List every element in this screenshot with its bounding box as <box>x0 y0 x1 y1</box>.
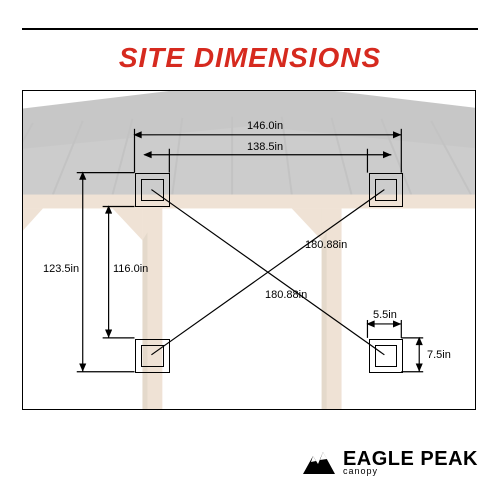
dim-post-width: 5.5in <box>373 309 397 321</box>
post-bottom-right <box>369 339 403 373</box>
post-inner <box>375 179 397 201</box>
post-inner <box>141 345 164 367</box>
dim-left-outer: 123.5in <box>43 263 79 275</box>
dimension-diagram <box>23 91 475 410</box>
top-rule <box>22 28 478 30</box>
post-top-left <box>135 173 170 207</box>
dim-left-inner: 116.0in <box>113 263 148 275</box>
post-inner <box>141 179 164 201</box>
mountain-icon <box>301 446 337 476</box>
dim-top-outer: 146.0in <box>247 120 283 132</box>
post-bottom-left <box>135 339 170 373</box>
diagram-frame: 146.0in 138.5in 123.5in 116.0in 180.88in… <box>22 90 476 410</box>
page-root: SITE DIMENSIONS <box>0 0 500 500</box>
post-inner <box>375 345 397 367</box>
dim-diag-lower: 180.88in <box>265 289 307 301</box>
brand-logo: EAGLE PEAK canopy <box>301 446 478 476</box>
logo-sub: canopy <box>343 467 378 476</box>
page-title: SITE DIMENSIONS <box>0 42 500 74</box>
dim-post-height: 7.5in <box>427 349 451 361</box>
dim-diag-upper: 180.88in <box>305 239 347 251</box>
dim-top-inner: 138.5in <box>247 141 283 153</box>
logo-text: EAGLE PEAK canopy <box>343 449 478 476</box>
post-top-right <box>369 173 403 207</box>
